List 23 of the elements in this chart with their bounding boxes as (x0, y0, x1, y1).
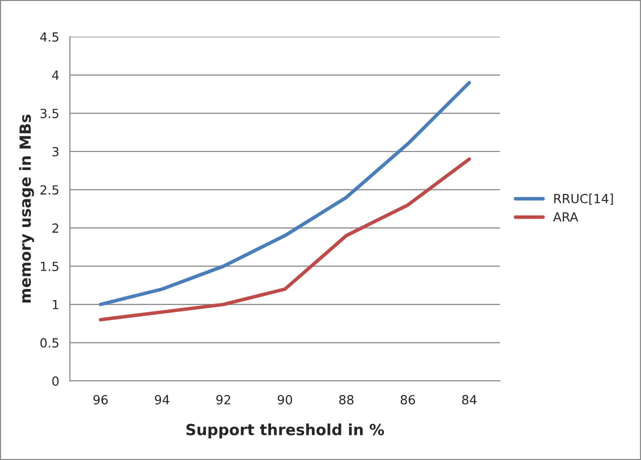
y-tick-label: 1.5 (40, 262, 58, 272)
y-tick-label: 4 (52, 70, 59, 80)
x-tick-label: 94 (154, 394, 170, 404)
x-tick-label: 88 (339, 394, 354, 404)
y-tick-label: 3 (52, 146, 58, 156)
line-series (98, 80, 471, 306)
x-tick-label: 92 (216, 394, 230, 404)
y-tick-label: 1 (52, 300, 58, 310)
y-tick-label: 0.5 (40, 338, 58, 348)
y-tick-label: 0 (52, 376, 59, 386)
y-tick-label: 2 (52, 223, 58, 233)
line-series (98, 157, 471, 322)
y-tick-label: 3.5 (40, 108, 58, 118)
x-axis-title: Support threshold in % (186, 424, 384, 438)
y-tick-label: 2.5 (40, 185, 58, 195)
x-tick-label: 84 (462, 394, 477, 404)
x-tick-label: 96 (93, 394, 108, 404)
legend-label: ARA (553, 212, 578, 222)
x-tick-label: 90 (278, 394, 292, 404)
y-tick-label: 4.5 (40, 32, 58, 42)
y-axis-title: memory usage in MBs (19, 114, 34, 302)
x-tick-label: 86 (400, 394, 415, 404)
legend-label: RRUC[14] (554, 194, 613, 205)
